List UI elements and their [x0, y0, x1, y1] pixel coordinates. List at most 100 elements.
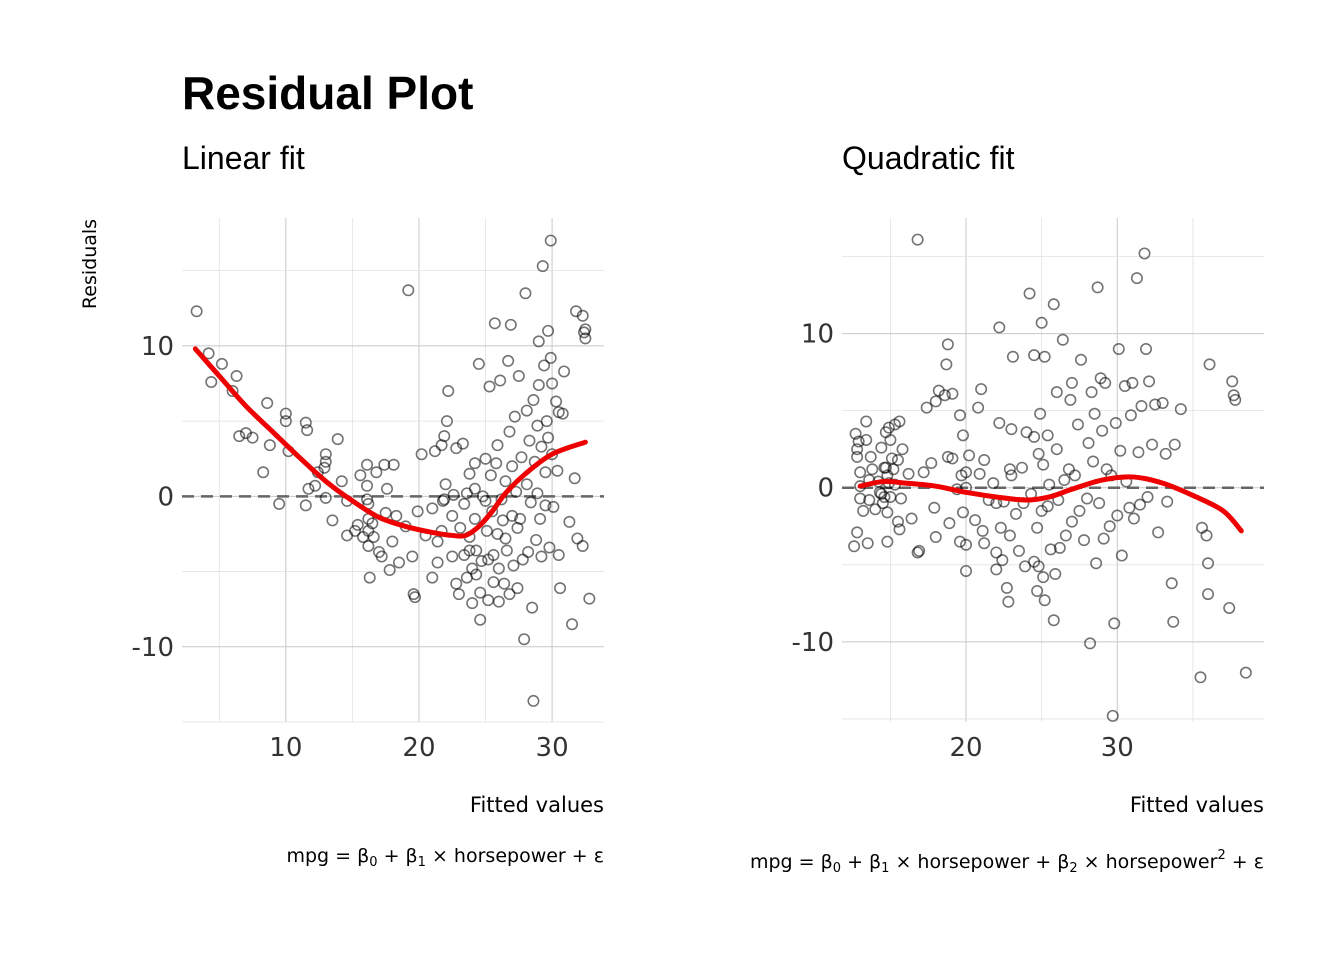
- data-point: [470, 544, 483, 557]
- data-point: [893, 415, 906, 428]
- data-point: [1112, 343, 1125, 356]
- data-point: [1123, 501, 1136, 514]
- data-point: [1093, 497, 1106, 510]
- data-point: [205, 375, 218, 388]
- data-point: [520, 478, 533, 491]
- data-point: [442, 385, 455, 398]
- data-point: [534, 512, 547, 525]
- y-tick-label: -10: [792, 628, 834, 658]
- data-point: [402, 284, 415, 297]
- data-point: [463, 467, 476, 480]
- data-point: [335, 475, 348, 488]
- data-point: [1015, 461, 1028, 474]
- data-point: [1000, 581, 1013, 594]
- data-point: [492, 595, 505, 608]
- data-point: [535, 550, 548, 563]
- data-point: [1034, 407, 1047, 420]
- data-point: [1062, 463, 1075, 476]
- data-point: [547, 500, 560, 513]
- data-point: [536, 260, 549, 273]
- data-point: [1202, 557, 1215, 570]
- data-point: [576, 539, 589, 552]
- data-point: [544, 351, 557, 364]
- data-point: [1141, 490, 1154, 503]
- data-point: [531, 487, 544, 500]
- data-point: [450, 577, 463, 590]
- data-point: [994, 521, 1007, 534]
- data-point: [472, 357, 485, 370]
- data-point: [1143, 375, 1156, 388]
- data-point: [1103, 520, 1116, 533]
- data-point: [349, 524, 362, 537]
- data-point: [1084, 637, 1097, 650]
- data-point: [943, 517, 956, 530]
- x-tick-label: 10: [269, 733, 302, 763]
- data-point: [468, 457, 481, 470]
- data-point: [1002, 595, 1015, 608]
- panel-0: 10 20 30 10 0 -10 Fitted values mpg = β0 + β1 ×…: [79, 218, 604, 870]
- data-point: [1133, 498, 1146, 511]
- data-point: [1020, 426, 1033, 439]
- data-point: [1065, 515, 1078, 528]
- data-point: [215, 357, 228, 370]
- data-point: [466, 597, 479, 610]
- data-point: [953, 535, 966, 548]
- data-point: [351, 518, 364, 531]
- data-point: [1085, 386, 1098, 399]
- data-point: [456, 437, 469, 450]
- data-point: [566, 618, 579, 631]
- data-point: [1168, 438, 1181, 451]
- data-point: [438, 493, 451, 506]
- data-point: [532, 378, 545, 391]
- data-point: [544, 234, 557, 247]
- data-point: [362, 539, 375, 552]
- data-point: [913, 544, 926, 557]
- data-point: [446, 509, 459, 522]
- data-point: [957, 506, 970, 519]
- data-point: [499, 475, 512, 488]
- data-point: [960, 466, 973, 479]
- data-point: [361, 458, 374, 471]
- data-point: [1019, 560, 1032, 573]
- data-point: [486, 505, 499, 518]
- data-point: [1005, 423, 1018, 436]
- x-tick-label: 20: [402, 733, 435, 763]
- data-point: [972, 401, 985, 414]
- data-point: [386, 535, 399, 548]
- data-point: [527, 394, 540, 407]
- data-point: [1071, 418, 1084, 431]
- data-point: [1082, 437, 1095, 450]
- data-point: [1078, 534, 1091, 547]
- data-point: [1031, 584, 1044, 597]
- data-point: [495, 493, 508, 506]
- data-point: [576, 309, 589, 322]
- data-point: [1038, 594, 1051, 607]
- data-point: [458, 497, 471, 510]
- data-point: [902, 467, 915, 480]
- data-point: [367, 530, 380, 543]
- data-point: [381, 482, 394, 495]
- x-axis-label: Fitted values: [470, 793, 604, 817]
- data-point: [411, 505, 424, 518]
- data-point: [366, 517, 379, 530]
- data-point: [996, 554, 1009, 567]
- data-point: [487, 576, 500, 589]
- data-point: [1028, 349, 1041, 362]
- data-point: [1161, 495, 1174, 508]
- data-point: [475, 555, 488, 568]
- data-point: [390, 509, 403, 522]
- data-point: [849, 427, 862, 440]
- data-point: [1012, 544, 1025, 557]
- data-point: [579, 323, 592, 336]
- data-point: [361, 479, 374, 492]
- data-point: [1047, 614, 1060, 627]
- data-point: [990, 563, 1003, 576]
- panel-title-quadratic: Quadratic fit: [842, 140, 1015, 176]
- data-point: [503, 425, 516, 438]
- data-point: [1140, 343, 1153, 356]
- data-point: [542, 324, 555, 337]
- data-point: [881, 506, 894, 519]
- data-point: [446, 550, 459, 563]
- data-point: [1074, 353, 1087, 366]
- data-point: [466, 562, 479, 575]
